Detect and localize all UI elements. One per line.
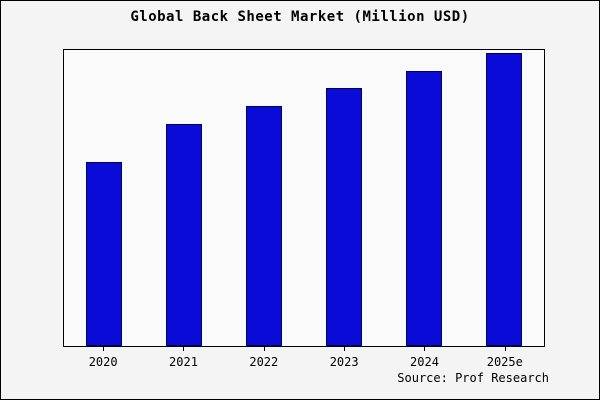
bar-2025e xyxy=(486,52,522,346)
x-tick-label-2024: 2024 xyxy=(384,347,464,369)
x-tick-label-2020: 2020 xyxy=(63,347,143,369)
x-axis-ticks: 2020 2021 2022 2023 2024 2025e xyxy=(63,347,545,369)
x-tick-label-2022: 2022 xyxy=(224,347,304,369)
bar-2020 xyxy=(86,162,122,346)
x-tick-label-2025e: 2025e xyxy=(465,347,545,369)
source-note: Source: Prof Research xyxy=(397,371,549,385)
bar-2023 xyxy=(326,88,362,346)
bar-2021 xyxy=(166,124,202,346)
x-tick-label-2023: 2023 xyxy=(304,347,384,369)
bars xyxy=(64,50,544,346)
bar-2024 xyxy=(406,70,442,346)
bar-2022 xyxy=(246,106,282,346)
chart-title: Global Back Sheet Market (Million USD) xyxy=(130,9,470,25)
plot-area xyxy=(63,49,545,347)
x-tick-label-2021: 2021 xyxy=(143,347,223,369)
